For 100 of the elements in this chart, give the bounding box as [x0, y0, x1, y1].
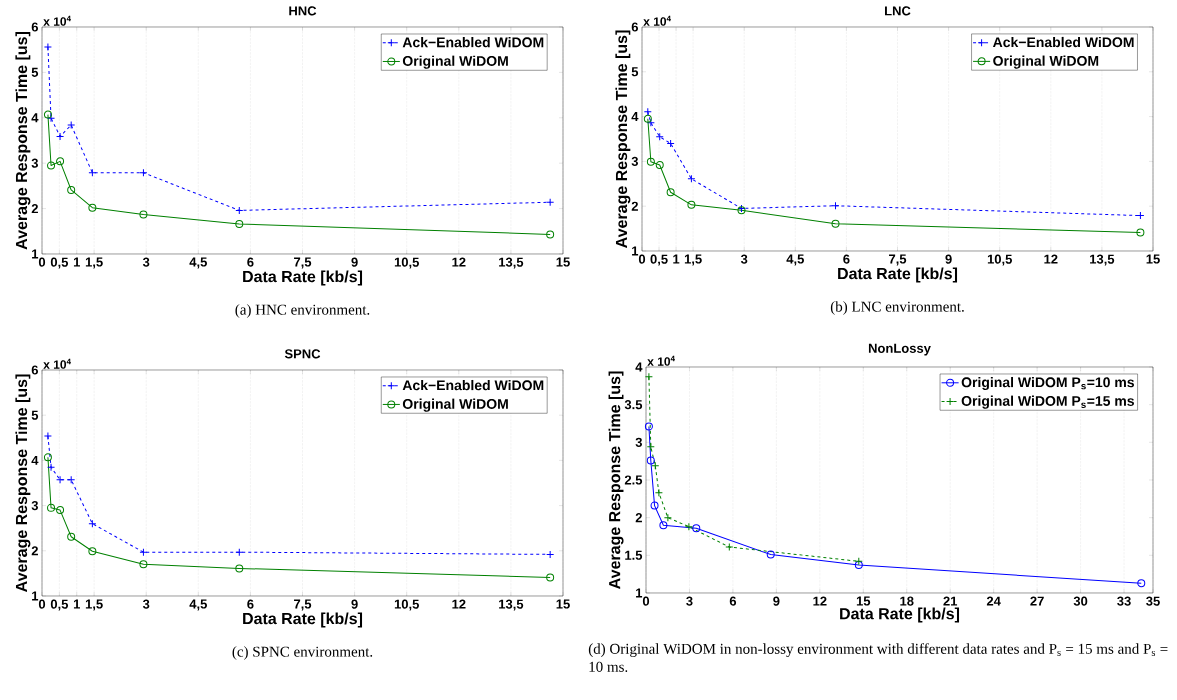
- y-tick-label: 3: [631, 156, 638, 166]
- x-tick-label: 4,5: [786, 254, 804, 266]
- point: [235, 548, 244, 557]
- x-tick-label: 24: [986, 596, 1001, 606]
- x-tick-label: 0,5: [650, 254, 668, 266]
- x-tick-label: 0,5: [50, 257, 69, 269]
- point: [139, 168, 148, 177]
- x-tick-label: 1,5: [684, 254, 702, 266]
- x-tick-label: 9: [351, 599, 358, 609]
- point: [47, 463, 56, 472]
- point: [235, 564, 244, 573]
- x-tick-label: 10,5: [394, 599, 419, 611]
- x-tick-label: 21: [943, 596, 958, 606]
- x-tick-label: 10,5: [987, 254, 1012, 266]
- chart-title: HNC: [289, 6, 317, 16]
- x-axis-title: Data Rate [kb/s]: [838, 267, 958, 283]
- point: [67, 121, 76, 130]
- y-tick-label: 3.5: [624, 400, 643, 410]
- text: (d) Original WiDOM in non-lossy environment with different data rates and P$_{s}$ = 15 ms and P$_{s}$ = 10 ms.: [588, 643, 1168, 672]
- x-tick-label: 27: [1030, 596, 1044, 606]
- x-tick-label: 3: [142, 257, 150, 267]
- point: [644, 372, 653, 381]
- x-tick-label: 7,5: [294, 257, 312, 269]
- x-tick-label: 3: [142, 599, 150, 609]
- point: [650, 501, 659, 510]
- x-tick-label: 6: [247, 599, 254, 609]
- point: [546, 198, 555, 207]
- point: [43, 42, 52, 51]
- text: (b) LNC environment.: [830, 301, 964, 315]
- y-tick-label: 2: [631, 201, 638, 211]
- y-tick-label: 2: [31, 204, 38, 214]
- point: [88, 547, 97, 556]
- x-tick-label: 0: [642, 596, 650, 606]
- point: [546, 573, 555, 582]
- legend-label: Ack−Enabled WiDOM: [992, 36, 1134, 48]
- x-tick-label: 15: [1146, 254, 1160, 264]
- x-tick-label: 4,5: [189, 599, 207, 611]
- point: [644, 422, 653, 431]
- point: [88, 519, 97, 528]
- y-tick-label: 1: [636, 588, 643, 598]
- x-tick-label: 12: [813, 596, 827, 606]
- point: [725, 543, 734, 552]
- point: [43, 453, 52, 462]
- point: [646, 456, 655, 465]
- point: [651, 461, 660, 470]
- text: x 10$^{4}$: [643, 15, 671, 26]
- point: [139, 210, 148, 219]
- y-tick-label: 3: [635, 437, 642, 447]
- text: x 10$^{4}$: [647, 355, 675, 366]
- point: [88, 168, 97, 177]
- legend-label: Ack−Enabled WiDOM: [402, 37, 544, 48]
- x-tick-label: 7,5: [889, 254, 907, 266]
- point: [56, 475, 65, 484]
- x-tick-label: 9: [945, 254, 952, 264]
- point: [854, 557, 863, 566]
- point: [643, 114, 652, 123]
- text: x 10$^{4}$: [43, 358, 71, 369]
- x-tick-label: 1,5: [85, 599, 103, 611]
- x-axis-title: Data Rate [kb/s]: [840, 607, 960, 623]
- x-tick-label: 13,5: [1090, 254, 1115, 266]
- point: [643, 107, 652, 116]
- y-tick-label: 5: [31, 67, 39, 77]
- x-tick-label: 12: [452, 599, 466, 609]
- y-tick-label: 6: [631, 22, 638, 32]
- y-tick-label: 4: [635, 362, 643, 372]
- chart-title: SPNC: [284, 349, 321, 359]
- x-tick-label: 7,5: [294, 599, 312, 611]
- x-tick-label: 13,5: [499, 257, 524, 269]
- point: [47, 114, 56, 123]
- point: [43, 431, 52, 440]
- y-tick-label: 5: [631, 67, 639, 77]
- x-tick-label: 6: [247, 257, 254, 267]
- chart-title: NonLossy: [868, 343, 931, 356]
- x-tick-label: 6: [729, 596, 737, 606]
- x-axis-title: Data Rate [kb/s]: [243, 612, 363, 628]
- legend-label: Original WiDOM P$_{s}$=10 ms: [961, 376, 1134, 391]
- point: [684, 522, 693, 531]
- x-tick-label: 1,5: [85, 257, 103, 269]
- point: [139, 560, 148, 569]
- y-tick-label: 4: [631, 112, 639, 122]
- point: [1136, 228, 1145, 237]
- point: [43, 110, 52, 119]
- point: [666, 188, 675, 197]
- x-tick-label: 0,5: [50, 599, 69, 611]
- y-axis-title: Average Response Time [us]: [15, 374, 31, 592]
- x-tick-label: 1: [73, 257, 80, 267]
- point: [56, 157, 65, 166]
- x-tick-label: 35: [1146, 596, 1160, 606]
- point: [654, 488, 663, 497]
- x-tick-label: 15: [856, 596, 871, 606]
- point: [546, 230, 555, 239]
- point: [687, 200, 696, 209]
- x-tick-label: 3: [686, 596, 693, 606]
- legend-label: Original WiDOM P$_{s}$=15 ms: [961, 395, 1134, 409]
- point: [67, 532, 76, 541]
- x-tick-label: 1: [673, 254, 680, 264]
- x-tick-label: 10,5: [394, 257, 419, 269]
- point: [88, 203, 97, 212]
- x-tick-label: 12: [1044, 254, 1058, 264]
- point: [659, 521, 668, 530]
